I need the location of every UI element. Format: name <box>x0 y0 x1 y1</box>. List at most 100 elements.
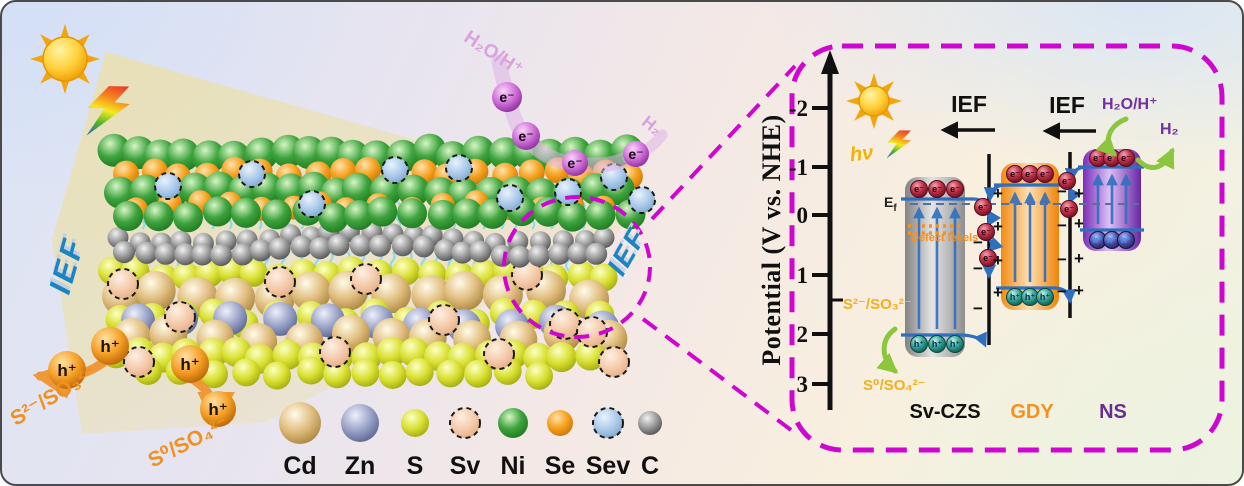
legend-sphere-c <box>638 411 662 435</box>
defect-levels-label: Defect levels <box>911 232 979 244</box>
svg-text:h⁺: h⁺ <box>57 361 76 380</box>
ief-label-panel-1: IEF <box>951 91 987 117</box>
ief-label-panel-2: IEF <box>1049 92 1085 118</box>
svg-text:e⁻: e⁻ <box>1010 169 1020 179</box>
interface-charges: ++++++++−−−−−−− <box>973 182 1084 318</box>
h2-label-panel: H₂ <box>1160 121 1179 138</box>
svg-text:−: − <box>973 299 983 318</box>
axis-tick-label: -2 <box>789 96 808 121</box>
legend-sphere-zn <box>341 404 379 442</box>
svg-text:e⁻: e⁻ <box>978 202 988 212</box>
legend-sphere-ni <box>498 408 528 438</box>
svg-text:e⁻: e⁻ <box>1064 204 1074 214</box>
axis-tick-label: 2 <box>797 322 809 347</box>
hv-photon-label: hν <box>848 141 875 167</box>
potential-axis-label: Potential (V vs. NHE) <box>757 114 786 366</box>
czs-layer <box>98 256 630 390</box>
band-diagram-panel-border <box>789 43 1225 453</box>
svg-text:h⁺: h⁺ <box>1040 292 1050 302</box>
material-label-ns: NS <box>1099 401 1127 423</box>
bolt-panel <box>886 130 912 159</box>
svg-text:h⁺: h⁺ <box>1121 235 1131 245</box>
axis-tick-label: 1 <box>797 263 809 288</box>
axis-tick-label: 0 <box>797 203 809 228</box>
svg-text:+: + <box>993 251 1003 270</box>
svg-text:e⁻: e⁻ <box>1093 153 1103 163</box>
legend <box>279 402 662 444</box>
svg-text:e⁻: e⁻ <box>1121 153 1131 163</box>
legend-label-sev: Sev <box>585 452 631 480</box>
svg-text:h⁺: h⁺ <box>1093 235 1103 245</box>
svg-text:e⁻: e⁻ <box>1062 176 1072 186</box>
svg-text:+: + <box>1074 214 1084 233</box>
svg-text:h⁺: h⁺ <box>1107 235 1117 245</box>
rainbow-bolt-icon-panel <box>886 130 912 159</box>
svg-text:−: − <box>1057 182 1067 201</box>
axis-tick-label: 3 <box>797 372 809 397</box>
svg-text:h⁺: h⁺ <box>950 339 960 349</box>
svg-text:e⁻: e⁻ <box>1025 169 1035 179</box>
bolt-left <box>86 86 130 136</box>
fermi-level-label: Ef <box>884 194 897 214</box>
material-label-gdy: GDY <box>1010 401 1054 423</box>
svg-text:+: + <box>1074 184 1084 203</box>
svg-text:+: + <box>1074 281 1084 300</box>
legend-sphere-sev <box>592 407 624 439</box>
sun-icon-panel <box>846 73 902 129</box>
svg-text:e⁻: e⁻ <box>981 227 991 237</box>
svg-text:e⁻: e⁻ <box>499 89 514 105</box>
svg-text:−: − <box>1057 216 1067 235</box>
svg-text:e⁻: e⁻ <box>932 184 942 194</box>
svg-text:+: + <box>993 184 1003 203</box>
legend-label-zn: Zn <box>344 452 376 480</box>
svg-text:h⁺: h⁺ <box>100 337 119 356</box>
svg-text:h⁺: h⁺ <box>180 355 199 374</box>
svg-text:e⁻: e⁻ <box>983 253 993 263</box>
svg-text:−: − <box>973 259 983 278</box>
svg-text:h⁺: h⁺ <box>208 400 227 419</box>
band-diagram <box>901 149 1144 357</box>
electron-transfer-path: e⁻ e⁻ e⁻ e⁻ <box>491 54 668 176</box>
sulfur-sulfate-label-panel: S⁰/SO₄²⁻ <box>863 377 926 394</box>
legend-label-sv: Sv <box>449 452 481 480</box>
svg-text:e⁻: e⁻ <box>628 146 643 162</box>
callout <box>502 43 1225 453</box>
svg-text:e⁻: e⁻ <box>1107 153 1117 163</box>
svg-text:−: − <box>973 233 983 252</box>
reaction-arrows <box>876 116 1175 374</box>
svg-text:e⁻: e⁻ <box>1040 169 1050 179</box>
svg-text:−: − <box>1057 250 1067 269</box>
hole-transfer-path: h⁺ h⁺ h⁺ h⁺ <box>32 327 236 430</box>
band-carriers: e⁻ e⁻ e⁻ e⁻ e⁻ e⁻ e⁻ e⁻ e⁻ e⁻ e⁻ e⁻ e⁻ e⁻ h⁺ h⁺ h⁺ h⁺ h⁺ h⁺… <box>910 149 1135 353</box>
legend-sphere-se <box>547 410 573 436</box>
rainbow-bolt-icon-left <box>86 86 130 136</box>
svg-text:+: + <box>1074 249 1084 268</box>
material-label-svczs: Sv-CZS <box>909 401 981 423</box>
svg-text:h⁺: h⁺ <box>914 339 924 349</box>
ief-arrows <box>940 121 1096 140</box>
h2o-h-plus-label-panel: H₂O/H⁺ <box>1102 96 1158 113</box>
svg-text:e⁻: e⁻ <box>567 155 582 171</box>
legend-label-ni: Ni <box>500 452 526 480</box>
svg-text:e⁻: e⁻ <box>914 184 924 194</box>
sun-icon-left <box>30 24 100 94</box>
sulfide-sulfite-label-panel: S²⁻/SO₃²⁻ <box>843 296 912 313</box>
svg-text:+: + <box>993 283 1003 302</box>
legend-sphere-sv <box>449 407 481 439</box>
graphdiyne-layer <box>107 221 615 268</box>
legend-label-cd: Cd <box>283 452 317 480</box>
svg-text:+: + <box>993 217 1003 236</box>
axis-tick-label: -1 <box>789 155 808 180</box>
legend-sphere-cd <box>279 402 321 444</box>
svg-text:−: − <box>1057 282 1067 301</box>
svg-text:h⁺: h⁺ <box>932 339 942 349</box>
legend-label-s: S <box>406 452 424 480</box>
svg-text:e⁻: e⁻ <box>950 184 960 194</box>
nise-layer <box>97 133 656 233</box>
legend-sphere-s <box>401 409 429 437</box>
legend-label-se: Se <box>544 452 576 480</box>
svg-text:h⁺: h⁺ <box>1010 292 1020 302</box>
svg-text:h⁺: h⁺ <box>1025 292 1035 302</box>
